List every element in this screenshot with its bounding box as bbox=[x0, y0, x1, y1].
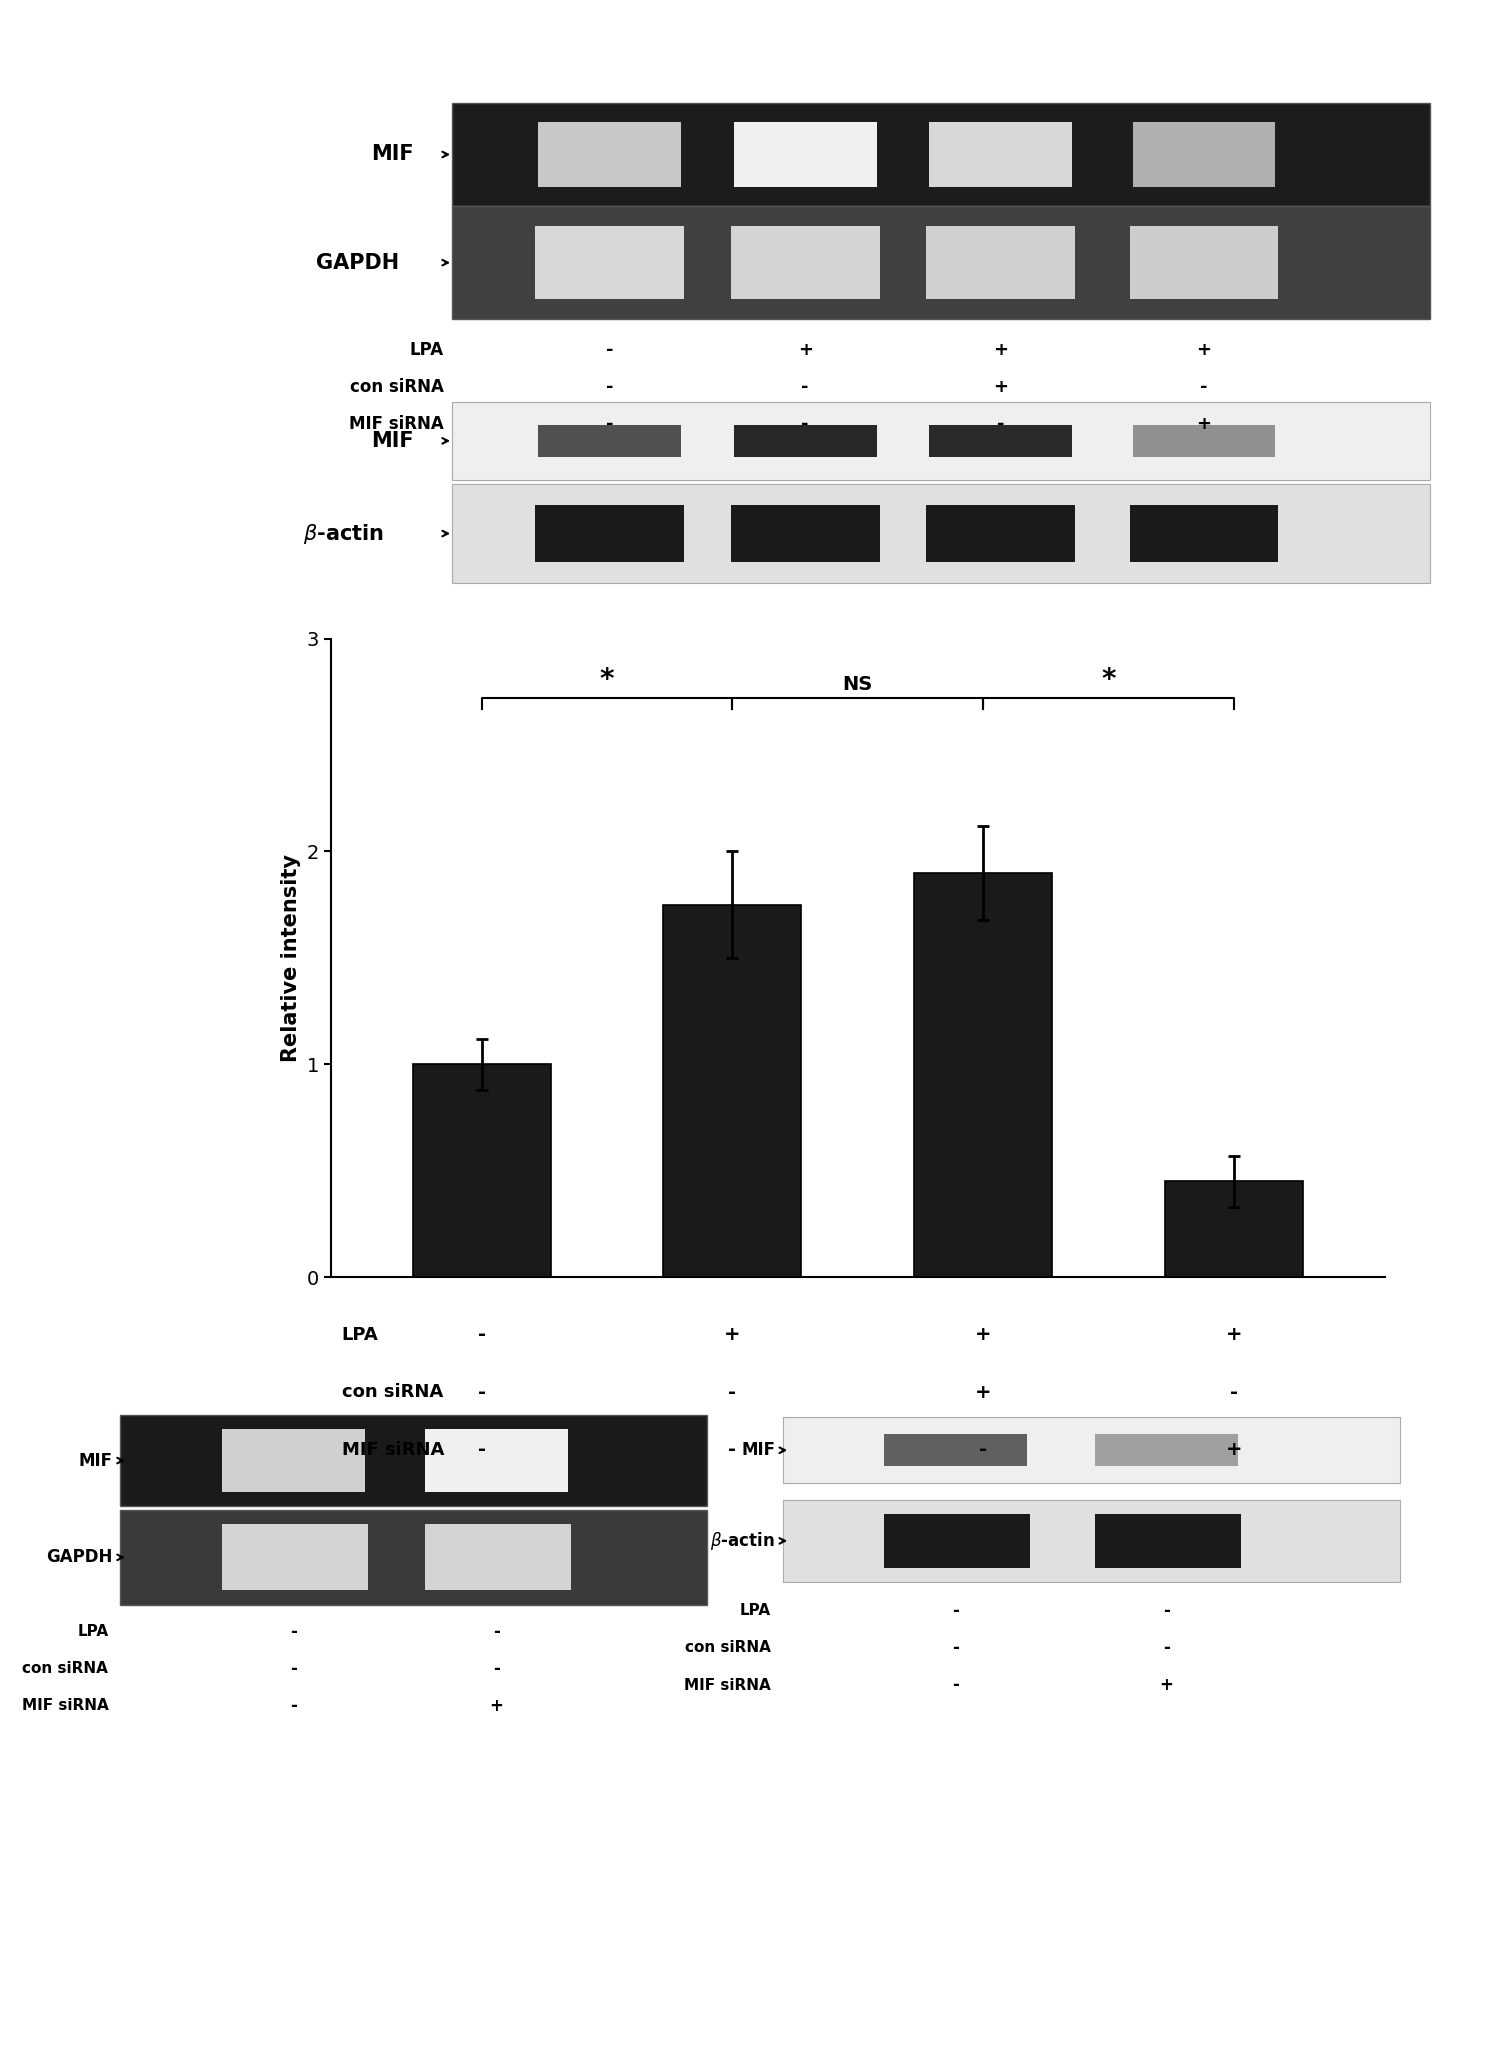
Bar bbox=[120, 1415, 707, 1506]
Text: con siRNA: con siRNA bbox=[23, 1660, 108, 1677]
Bar bbox=[1165, 1182, 1303, 1277]
Text: MIF: MIF bbox=[372, 144, 414, 165]
Text: +: + bbox=[1227, 1440, 1242, 1458]
Text: MIF: MIF bbox=[740, 1442, 775, 1458]
Bar bbox=[1133, 424, 1276, 457]
Bar bbox=[452, 484, 1430, 583]
Text: MIF siRNA: MIF siRNA bbox=[349, 416, 444, 433]
Text: -: - bbox=[477, 1382, 486, 1401]
Bar bbox=[915, 873, 1052, 1277]
Bar bbox=[930, 424, 1072, 457]
Text: $\beta$-actin: $\beta$-actin bbox=[710, 1531, 775, 1551]
Bar bbox=[734, 122, 877, 187]
Bar bbox=[452, 206, 1430, 319]
Bar bbox=[452, 402, 1430, 480]
Text: *: * bbox=[600, 665, 614, 694]
Bar bbox=[452, 103, 1430, 206]
Text: +: + bbox=[724, 1325, 740, 1345]
Text: -: - bbox=[607, 416, 613, 433]
Bar bbox=[731, 227, 879, 299]
Text: +: + bbox=[1159, 1677, 1174, 1693]
Text: *: * bbox=[1102, 665, 1115, 694]
Bar bbox=[927, 227, 1075, 299]
Bar bbox=[1133, 122, 1276, 187]
Text: -: - bbox=[802, 416, 808, 433]
Bar bbox=[1096, 1514, 1240, 1568]
Text: $\beta$-actin: $\beta$-actin bbox=[303, 521, 384, 546]
Text: +: + bbox=[993, 342, 1008, 358]
Text: -: - bbox=[1230, 1382, 1239, 1401]
Text: -: - bbox=[290, 1623, 296, 1640]
Text: -: - bbox=[290, 1660, 296, 1677]
Text: -: - bbox=[802, 379, 808, 396]
Text: con siRNA: con siRNA bbox=[351, 379, 444, 396]
Bar bbox=[885, 1434, 1026, 1467]
Text: -: - bbox=[953, 1640, 959, 1656]
Text: +: + bbox=[993, 379, 1008, 396]
Text: -: - bbox=[953, 1677, 959, 1693]
Text: -: - bbox=[998, 416, 1004, 433]
Bar bbox=[1129, 227, 1279, 299]
Y-axis label: Relative intensity: Relative intensity bbox=[281, 855, 301, 1061]
Text: +: + bbox=[975, 1325, 992, 1345]
Bar bbox=[223, 1524, 369, 1590]
Text: MIF siRNA: MIF siRNA bbox=[21, 1697, 108, 1714]
Bar bbox=[539, 122, 682, 187]
Text: MIF siRNA: MIF siRNA bbox=[683, 1677, 771, 1693]
Bar bbox=[783, 1500, 1400, 1582]
Bar bbox=[1129, 505, 1279, 562]
Text: -: - bbox=[477, 1440, 486, 1458]
Bar bbox=[783, 1417, 1400, 1483]
Text: -: - bbox=[1163, 1603, 1169, 1619]
Text: +: + bbox=[1227, 1325, 1242, 1345]
Text: +: + bbox=[1196, 342, 1212, 358]
Bar bbox=[426, 1524, 572, 1590]
Bar bbox=[664, 904, 802, 1277]
Bar bbox=[930, 122, 1072, 187]
Text: LPA: LPA bbox=[409, 342, 444, 358]
Text: -: - bbox=[980, 1440, 987, 1458]
Text: -: - bbox=[607, 379, 613, 396]
Bar bbox=[536, 505, 685, 562]
Text: -: - bbox=[1201, 379, 1207, 396]
Text: -: - bbox=[494, 1623, 500, 1640]
Text: +: + bbox=[489, 1697, 504, 1714]
Bar bbox=[734, 424, 877, 457]
Bar bbox=[120, 1510, 707, 1605]
Text: MIF: MIF bbox=[78, 1452, 113, 1469]
Text: -: - bbox=[953, 1603, 959, 1619]
Text: -: - bbox=[494, 1660, 500, 1677]
Bar bbox=[536, 227, 685, 299]
Text: con siRNA: con siRNA bbox=[342, 1382, 442, 1401]
Text: +: + bbox=[798, 342, 813, 358]
Bar bbox=[927, 505, 1075, 562]
Text: -: - bbox=[728, 1382, 736, 1401]
Bar bbox=[731, 505, 879, 562]
Bar bbox=[223, 1430, 366, 1491]
Text: NS: NS bbox=[843, 676, 873, 694]
Text: GAPDH: GAPDH bbox=[47, 1549, 113, 1566]
Text: con siRNA: con siRNA bbox=[685, 1640, 771, 1656]
Text: LPA: LPA bbox=[77, 1623, 108, 1640]
Text: +: + bbox=[1196, 416, 1212, 433]
Text: -: - bbox=[477, 1325, 486, 1345]
Text: MIF: MIF bbox=[372, 431, 414, 451]
Bar bbox=[885, 1514, 1029, 1568]
Bar bbox=[1096, 1434, 1237, 1467]
Text: GAPDH: GAPDH bbox=[316, 253, 399, 272]
Bar bbox=[426, 1430, 569, 1491]
Text: -: - bbox=[728, 1440, 736, 1458]
Text: -: - bbox=[607, 342, 613, 358]
Bar bbox=[412, 1065, 551, 1277]
Text: LPA: LPA bbox=[342, 1327, 378, 1343]
Bar bbox=[539, 424, 682, 457]
Text: -: - bbox=[1163, 1640, 1169, 1656]
Text: LPA: LPA bbox=[739, 1603, 771, 1619]
Text: -: - bbox=[290, 1697, 296, 1714]
Text: +: + bbox=[975, 1382, 992, 1401]
Text: MIF siRNA: MIF siRNA bbox=[342, 1440, 444, 1458]
